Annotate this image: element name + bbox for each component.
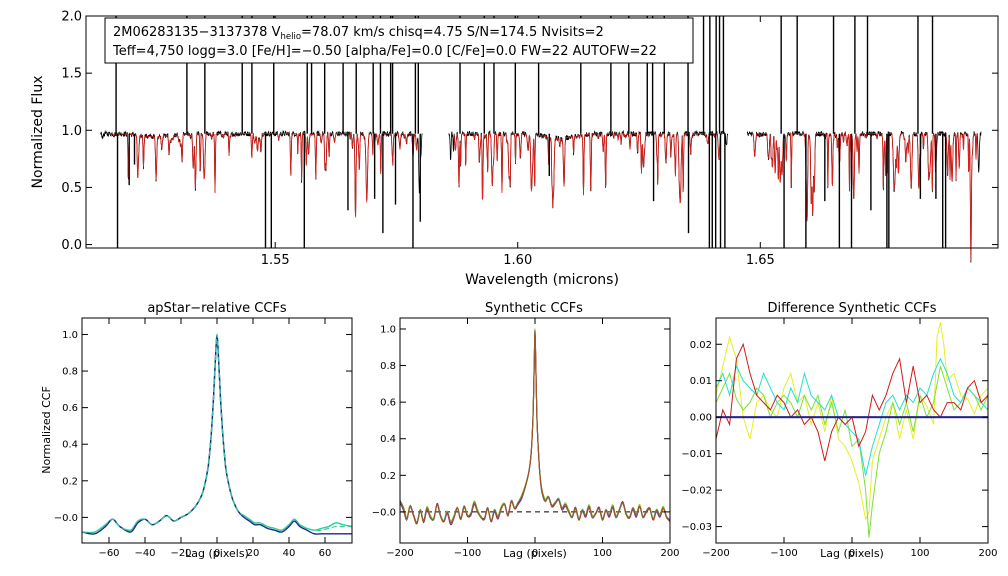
ccf3-x-tick-label: −200	[702, 548, 729, 559]
spectrum-panel: 1.55 1.60 1.65 0.0 0.5 1.0 1.5 2.0 2M06283135−3…	[30, 10, 999, 288]
ccf1-y-tick-label: 1.0	[62, 330, 78, 341]
ccf1-x-tick-label: 0	[214, 548, 220, 559]
spectrum-y-tick-label: 2.0	[61, 10, 82, 25]
ccf1-axis-ticks: −60 −40 −20 0 20 40 60 −0.0 0.2 0.4 0.6 0.8 1.0	[54, 318, 352, 559]
ccf1-y-tick-label: 0.2	[62, 476, 78, 487]
ccf3-x-tick-label: 200	[978, 548, 997, 559]
spectrum-y-tick-label: 0.5	[61, 181, 82, 196]
ccf1-panel: apStar−relative CCFs −60 −40 −20 0 20 40 60 −0.…	[40, 301, 353, 560]
ccf3-series-diff-2	[715, 365, 989, 538]
ccf3-y-tick-label: −0.01	[681, 449, 712, 460]
spectrum-y-tick-label: 0.0	[61, 238, 82, 253]
ccf3-y-tick-label: −0.03	[681, 522, 712, 533]
ccf2-x-tick-label: 200	[660, 548, 679, 559]
spectrum-y-tick-label: 1.0	[61, 124, 82, 139]
ccf2-series-synthetic-2	[399, 330, 671, 526]
ccf1-lines	[81, 333, 353, 535]
ccf1-x-tick-label: −20	[170, 548, 191, 559]
model-spectrum-line	[454, 133, 724, 208]
ccf2-series-synthetic-5	[399, 330, 671, 524]
ccf1-x-tick-label: 20	[247, 548, 260, 559]
spectrum-annotation-line2: Teff=4,750 logg=3.0 [Fe/H]=−0.50 [alpha/…	[112, 44, 657, 59]
spectrum-x-tick-label: 1.55	[261, 253, 290, 268]
ccf2-y-tick-label: 0.6	[380, 398, 396, 409]
ccf3-y-tick-label: 0.01	[690, 376, 712, 387]
ccf3-x-tick-label: 100	[910, 548, 929, 559]
spectrum-x-tick-label: 1.65	[746, 253, 775, 268]
ccf3-title: Difference Synthetic CCFs	[767, 301, 936, 316]
ccf2-y-tick-label: 0.8	[380, 361, 396, 372]
spectrum-annotation-line1: 2M06283135−3137378 Vhelio=78.07 km/s chi…	[113, 25, 604, 42]
ccf2-y-tick-label: −0.0	[372, 507, 396, 518]
ccf2-y-tick-label: 1.0	[380, 324, 396, 335]
ccf1-x-axis-label: Lag (pixels)	[185, 547, 249, 560]
ccf1-series-visit-2	[81, 335, 352, 535]
spectrum-y-axis-label: Normalized Flux	[30, 76, 46, 189]
ccf3-x-tick-label: 0	[849, 548, 855, 559]
ccf1-x-tick-label: −60	[98, 548, 119, 559]
spectrum-plot-frame	[85, 15, 999, 249]
ccf1-y-tick-label: 0.4	[62, 440, 78, 451]
ccf2-x-tick-label: 0	[532, 548, 538, 559]
ccf2-x-tick-label: −200	[386, 548, 413, 559]
ccf3-x-axis-label: Lag (pixels)	[820, 547, 884, 560]
ccf3-x-tick-label: −100	[770, 548, 797, 559]
ccf2-series-synthetic-1	[399, 328, 671, 525]
model-spectrum-line	[106, 132, 418, 218]
ccf1-x-tick-label: 60	[319, 548, 332, 559]
ccf2-series-synthetic-4	[399, 329, 671, 525]
ccf3-y-tick-label: 0.00	[690, 413, 712, 424]
ccf1-x-tick-label: 40	[283, 548, 296, 559]
ccf2-series-synthetic-3	[399, 330, 671, 524]
ccf2-lines	[399, 328, 671, 526]
ccf3-axis-ticks: −200 −100 0 100 200 −0.03 −0.02 −0.01 0.00 0.01 0.…	[681, 318, 998, 559]
ccf1-x-tick-label: −40	[134, 548, 155, 559]
ccf2-x-tick-label: 100	[593, 548, 612, 559]
ccf1-series-visit-1	[81, 333, 353, 534]
ccf2-y-tick-label: 0.4	[380, 434, 396, 445]
ccf1-y-tick-label: 0.6	[62, 403, 78, 414]
ccf1-y-tick-label: −0.0	[54, 513, 78, 524]
ccf1-series-combined	[81, 333, 352, 534]
ccf3-y-tick-label: 0.02	[690, 340, 712, 351]
ccf3-y-tick-label: −0.02	[681, 486, 712, 497]
ccf3-lines	[715, 322, 989, 538]
model-spectrum-line	[751, 133, 978, 261]
spectrum-axis-ticks: 1.55 1.60 1.65 0.0 0.5 1.0 1.5 2.0	[61, 10, 998, 268]
ccf1-y-tick-label: 0.8	[62, 367, 78, 378]
ccf1-y-axis-label: Normalized CCF	[40, 386, 53, 474]
ccf3-series-diff-1	[715, 322, 989, 521]
ccf3-panel: Difference Synthetic CCFs −200 −100 0 100 20…	[681, 301, 997, 560]
ccf2-x-axis-label: Lag (pixels)	[503, 547, 567, 560]
ccf3-series-diff-3	[715, 357, 989, 476]
spectrum-y-tick-label: 1.5	[61, 67, 82, 82]
ccf1-plot-frame	[81, 317, 353, 544]
ccf2-y-tick-label: 0.2	[380, 471, 396, 482]
ccf2-title: Synthetic CCFs	[485, 301, 583, 316]
ccf1-title: apStar−relative CCFs	[147, 301, 287, 316]
ccf2-axis-ticks: −200 −100 0 100 200 −0.0 0.2 0.4 0.6 0.8 1.0	[372, 318, 680, 559]
spectrum-x-axis-label: Wavelength (microns)	[465, 272, 619, 288]
ccf2-x-tick-label: −100	[454, 548, 481, 559]
spectrum-x-tick-label: 1.60	[503, 253, 532, 268]
ccf2-panel: Synthetic CCFs −200 −100 0 100 200 −0.0 0.2 0.4…	[372, 301, 680, 560]
spectrum-annotation-box	[104, 17, 694, 64]
ccf3-plot-frame	[715, 317, 989, 544]
